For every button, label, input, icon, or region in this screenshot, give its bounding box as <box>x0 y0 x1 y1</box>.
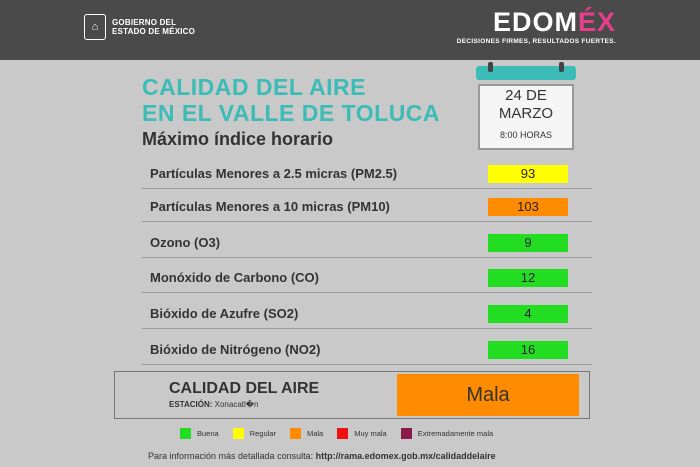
air-quality-status: Mala <box>397 374 579 416</box>
legend-swatch <box>289 428 301 439</box>
pollutant-value: 93 <box>488 165 568 183</box>
header-bar: ⌂ GOBIERNO DEL ESTADO DE MÉXICO EDOMÉX D… <box>0 0 700 60</box>
calendar-date-line-2: MARZO <box>498 105 554 122</box>
pollutant-value: 9 <box>488 234 568 252</box>
pollutant-label: Partículas Menores a 10 micras (PM10) <box>150 199 390 214</box>
pollutant-row: Partículas Menores a 2.5 micras (PM2.5) … <box>142 160 592 189</box>
title-block: CALIDAD DEL AIRE EN EL VALLE DE TOLUCA M… <box>142 74 440 150</box>
pollutant-label: Partículas Menores a 2.5 micras (PM2.5) <box>150 166 398 181</box>
calendar-page: 24 DE MARZO 8:00 HORAS <box>478 84 574 150</box>
gov-line-1: GOBIERNO DEL <box>112 18 177 27</box>
brand-edo: EDOM <box>492 7 578 37</box>
legend-swatch <box>400 428 412 439</box>
air-quality-summary: CALIDAD DEL AIRE ESTACIÓN: Xonacatl�n Ma… <box>114 371 590 419</box>
title-line-1: CALIDAD DEL AIRE <box>142 74 366 100</box>
calendar-widget: 24 DE MARZO 8:00 HORAS <box>476 62 576 154</box>
calendar-date-line-1: 24 DE <box>505 87 547 104</box>
footer-text: Para información más detallada consulta: <box>148 451 314 461</box>
legend-label: Extremadamente mala <box>417 429 494 438</box>
pollutant-label: Bióxido de Azufre (SO2) <box>150 306 299 321</box>
edomex-logo[interactable]: EDOMÉX DECISIONES FIRMES, RESULTADOS FUE… <box>457 8 616 45</box>
calendar-ring-icon <box>488 62 493 72</box>
pollutant-label: Ozono (O3) <box>150 235 221 250</box>
pollutant-label: Bióxido de Nitrógeno (NO2) <box>150 342 321 357</box>
pollutant-row: Bióxido de Azufre (SO2) 4 <box>142 300 592 329</box>
pollutant-value: 103 <box>488 198 568 216</box>
edomex-wordmark: EDOMÉX <box>457 8 616 36</box>
station-name: Xonacatl�n <box>214 400 259 409</box>
pollutant-row: Bióxido de Nitrógeno (NO2) 16 <box>142 336 592 365</box>
pollutant-value: 12 <box>488 269 568 287</box>
summary-title: CALIDAD DEL AIRE <box>169 380 320 397</box>
subtitle: Máximo índice horario <box>142 129 334 149</box>
government-logo[interactable]: ⌂ GOBIERNO DEL ESTADO DE MÉXICO <box>84 14 195 40</box>
state-seal-icon: ⌂ <box>84 14 106 40</box>
legend-item: Mala <box>289 428 324 439</box>
pollutant-row: Partículas Menores a 10 micras (PM10) 10… <box>142 193 592 222</box>
station-label: ESTACIÓN: <box>169 400 213 409</box>
legend-item: Regular <box>232 428 276 439</box>
brand-tagline: DECISIONES FIRMES, RESULTADOS FUERTES. <box>456 38 616 45</box>
legend-item: Buena <box>180 428 219 439</box>
calendar-header <box>476 66 576 80</box>
footer: Para información más detallada consulta:… <box>148 451 496 461</box>
legend-label: Muy mala <box>354 429 387 438</box>
legend-item: Extremadamente mala <box>400 428 494 439</box>
title-line-2: EN EL VALLE DE TOLUCA <box>142 100 441 126</box>
calendar-time: 8:00 HORAS <box>499 130 553 140</box>
calendar-ring-icon <box>559 62 564 72</box>
legend-label: Buena <box>197 429 219 438</box>
pollutant-row: Ozono (O3) 9 <box>142 229 592 258</box>
legend-swatch <box>337 428 349 439</box>
government-name: GOBIERNO DEL ESTADO DE MÉXICO <box>112 18 195 36</box>
legend-swatch <box>232 428 244 439</box>
pollutant-value: 16 <box>488 341 568 359</box>
legend-label: Regular <box>249 429 276 438</box>
pollutant-row: Monóxido de Carbono (CO) 12 <box>142 264 592 293</box>
station-info: ESTACIÓN: Xonacatl�n <box>169 400 258 409</box>
legend-label: Mala <box>306 429 324 438</box>
footer-link[interactable]: http://rama.edomex.gob.mx/calidaddelaire <box>315 451 496 461</box>
legend-swatch <box>180 428 191 439</box>
pollutant-label: Monóxido de Carbono (CO) <box>150 270 319 285</box>
legend-item: Muy mala <box>337 428 387 439</box>
gov-line-2: ESTADO DE MÉXICO <box>112 27 196 36</box>
legend: Buena Regular Mala Muy mala Extremadamen… <box>180 428 507 439</box>
brand-ex: ÉX <box>577 7 616 37</box>
pollutant-value: 4 <box>488 305 568 323</box>
